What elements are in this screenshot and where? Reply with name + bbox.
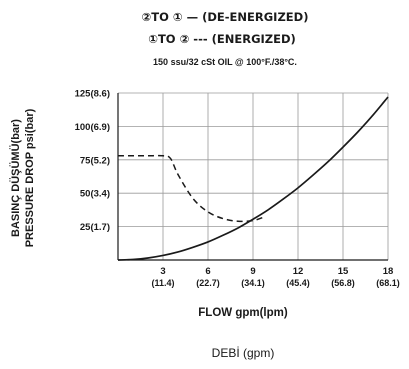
x-tick-sublabel: (34.1): [241, 278, 265, 288]
y-tick-label: 100(6.9): [75, 122, 110, 133]
y-tick-label: 125(8.6): [75, 89, 110, 100]
y-axis-label-english: PRESSURE DROP psi(bar): [24, 108, 36, 247]
y-tick-label: 50(3.4): [80, 189, 110, 200]
chart-subtitle: 150 ssu/32 cSt OIL @ 100°F./38°C.: [153, 57, 297, 67]
x-tick-labels: 3(11.4) 6(22.7) 9(34.1) 12(45.4) 15(56.8) 18(…: [151, 266, 399, 288]
x-tick-label: 15: [338, 266, 349, 277]
x-tick-label: 9: [250, 266, 255, 277]
y-tick-label: 75(5.2): [80, 155, 110, 166]
axes-layer: [117, 93, 388, 261]
y-tick-labels: 25(1.7) 50(3.4) 75(5.2) 100(6.9) 125(8.6): [75, 89, 110, 234]
x-tick-label: 18: [383, 266, 394, 277]
grid-layer: [118, 92, 389, 260]
x-tick-label: 6: [205, 266, 210, 277]
x-tick-sublabel: (68.1): [376, 278, 400, 288]
x-tick-label: 3: [160, 266, 165, 277]
footer-label: DEBİ (gpm): [212, 346, 275, 360]
x-tick-label: 12: [293, 266, 304, 277]
series-line-energized: [117, 154, 264, 223]
x-axis-label: FLOW gpm(lpm): [198, 307, 288, 319]
chart-title-line-1: ②TO ① — (DE-ENERGIZED): [142, 10, 309, 24]
x-tick-sublabel: (45.4): [286, 278, 310, 288]
x-tick-sublabel: (11.4): [151, 278, 174, 288]
x-tick-sublabel: (56.8): [331, 278, 355, 288]
y-axis-label-turkish: BASINÇ DÜŞÜMÜ(bar): [9, 119, 22, 237]
x-tick-sublabel: (22.7): [196, 278, 220, 288]
chart-title-line-2: ①TO ② --- (ENERGIZED): [148, 32, 296, 46]
chart-title-group: ②TO ① — (DE-ENERGIZED) ①TO ② --- (ENERGI…: [142, 10, 309, 67]
series-layer: [117, 96, 389, 261]
y-tick-label: 25(1.7): [80, 222, 110, 233]
series-line-de-energized: [117, 96, 389, 261]
